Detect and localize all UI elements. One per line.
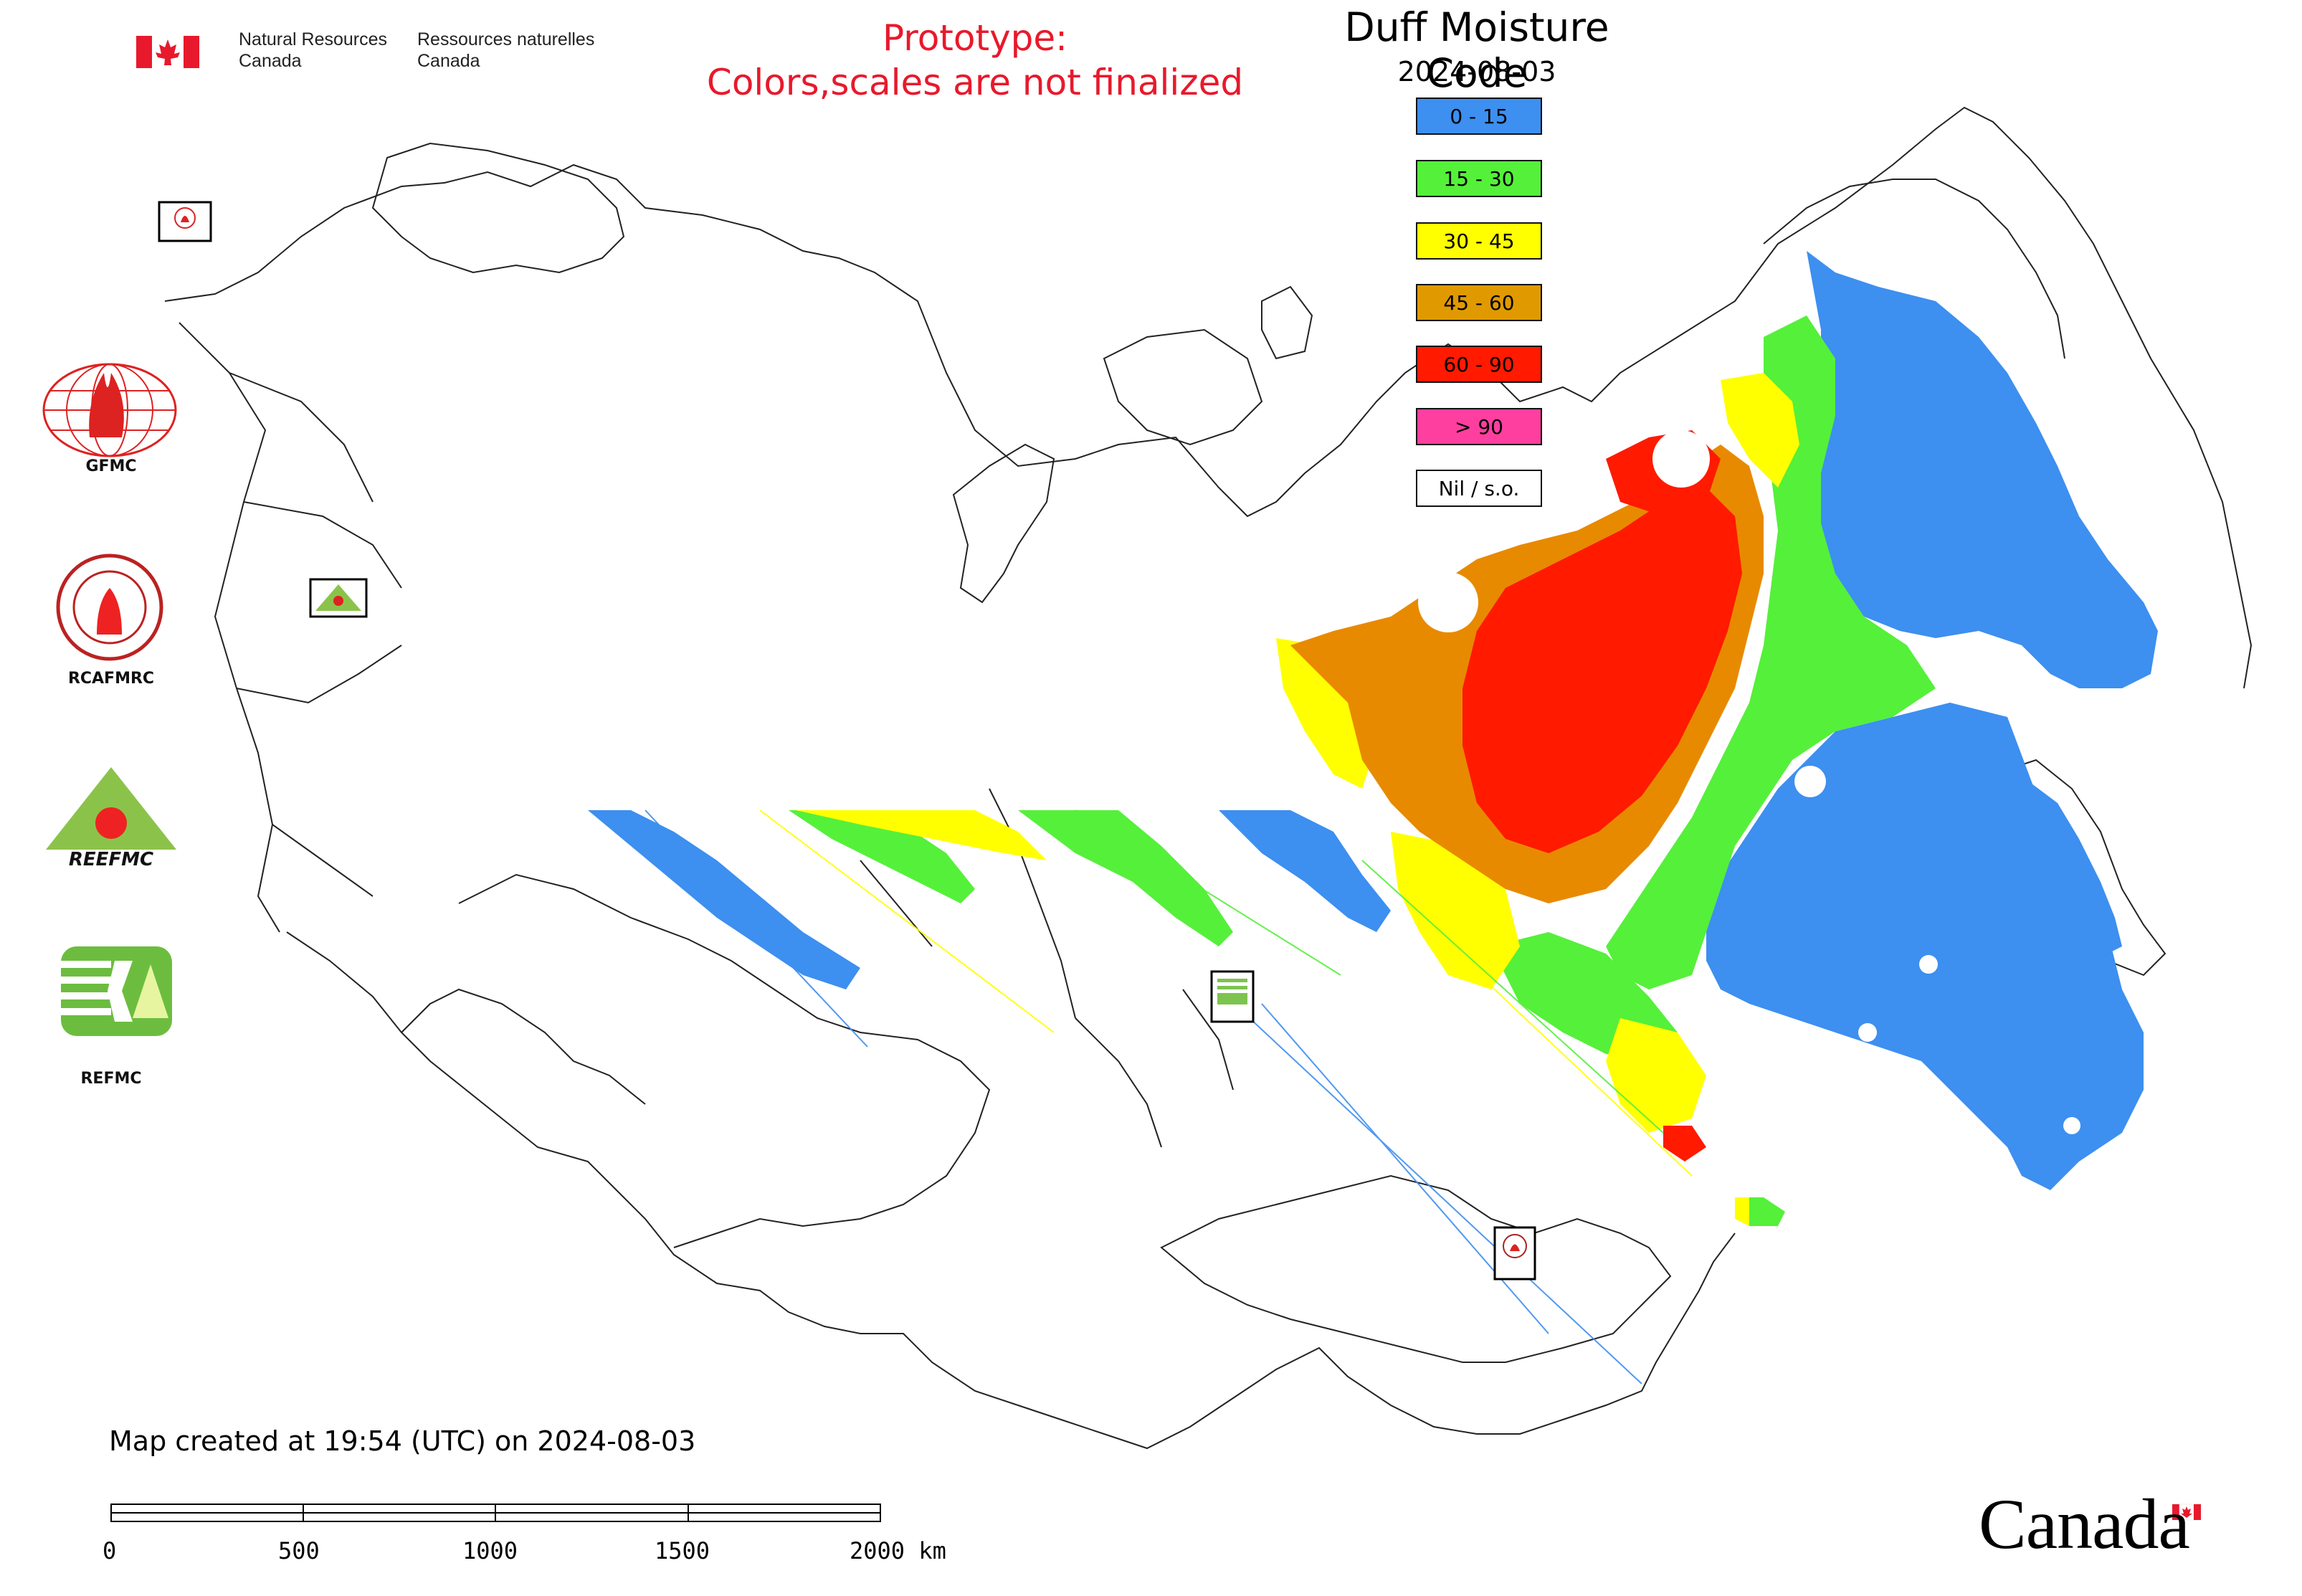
map-title: Duff Moisture Code [1344, 4, 1609, 96]
scale-label-2000: 2000 km [850, 1537, 946, 1564]
nil-gap [2063, 1117, 2080, 1134]
chukotka-outline [1763, 179, 2065, 359]
refmc-map-marker-icon [1210, 970, 1255, 1023]
map-date: 2024-08-03 [1397, 56, 1556, 87]
taymyr-outline [1103, 328, 1263, 446]
dmc-zone-0-15-kamchatka [2000, 782, 2122, 954]
dmc-zone-15-30-band [789, 810, 975, 903]
reefmc-map-marker-icon [309, 578, 368, 618]
legend-item-60-90: 60 - 90 [1416, 346, 1542, 383]
agency-fr-line1: Ressources naturelles [417, 29, 595, 49]
dmc-zone-0-15-mid-band [1219, 810, 1391, 932]
dmc-zone-60-90-south [1663, 1126, 1706, 1162]
siberia-borders [860, 788, 1234, 1148]
canada-wordmark: Canada [1979, 1484, 2190, 1564]
refmc-label: REFMC [80, 1070, 142, 1088]
novaya-zemlya-outline [952, 443, 1055, 604]
kola-outline [371, 142, 625, 274]
dmc-zone-0-15-east [1792, 251, 2158, 688]
dmc-zone-15-30-band2 [1018, 810, 1233, 946]
nil-gap [1858, 1023, 1877, 1042]
mongolia-outline [1160, 1174, 1672, 1363]
legend-item-15-30: 15 - 30 [1416, 160, 1542, 197]
prototype-notice: Prototype: Colors,scales are not finaliz… [660, 16, 1290, 105]
gfmc-label: GFMC [85, 457, 137, 475]
southern-border [286, 931, 1736, 1450]
dmc-zone-30-45-north [1721, 373, 1799, 488]
scale-label-1500: 1500 [655, 1537, 710, 1564]
russia-outline [164, 106, 2253, 689]
gfmc-map-marker-icon [158, 201, 212, 242]
reefmc-logo [39, 767, 190, 867]
dmc-zone-30-45-band [796, 810, 1047, 860]
gfmc-logo [42, 363, 177, 457]
rcafmrc-logo [56, 554, 163, 661]
agency-fr-line2: Canada [417, 51, 480, 71]
reefmc-label: REEFMC [68, 849, 154, 870]
prototype-line2: Colors,scales are not finalized [706, 62, 1244, 103]
legend-item-over-90: > 90 [1416, 408, 1542, 445]
dmc-zone-30-45-amur [1606, 1018, 1706, 1133]
dmc-zone-15-30-east [1606, 315, 1936, 989]
legend-item-30-45: 30 - 45 [1416, 222, 1542, 260]
scale-bar [110, 1504, 881, 1522]
rcafmrc-label: RCAFMRC [67, 670, 155, 688]
dmc-zone-30-45-west [1276, 638, 1376, 789]
legend-item-0-15: 0 - 15 [1416, 98, 1542, 135]
agency-en-line1: Natural Resources [239, 29, 388, 49]
nil-gap [1919, 955, 1938, 974]
canada-flag-icon [136, 36, 199, 68]
scale-label-500: 500 [278, 1537, 320, 1564]
scale-label-0: 0 [103, 1537, 117, 1564]
agency-name-en: Natural Resources Canada [239, 29, 387, 72]
canada-wordmark-flag-icon [2172, 1504, 2201, 1521]
dmc-zone-60-90 [1462, 488, 1742, 853]
legend-item-nil: Nil / s.o. [1416, 470, 1542, 507]
agency-name-fr: Ressources naturelles Canada [417, 29, 594, 72]
severnaya-outline [1261, 285, 1313, 360]
western-borders [179, 322, 402, 933]
agency-en-line2: Canada [239, 51, 302, 71]
dmc-zone-30-45-sakhalin [1735, 1197, 1749, 1226]
central-asia-outline [401, 988, 646, 1105]
scale-label-1000: 1000 [462, 1537, 518, 1564]
rcafmrc-map-marker-icon [1493, 1226, 1536, 1281]
map-created-text: Map created at 19:54 (UTC) on 2024-08-03 [109, 1425, 696, 1457]
legend-item-45-60: 45 - 60 [1416, 284, 1542, 321]
nil-gap [1418, 572, 1478, 632]
nil-gap [1652, 430, 1710, 488]
refmc-logo [61, 946, 172, 1036]
prototype-line1: Prototype: [882, 17, 1068, 59]
dmc-zone-0-15-west-band [588, 810, 860, 989]
nil-gap [1794, 766, 1826, 797]
kazakhstan-outline [458, 873, 991, 1248]
